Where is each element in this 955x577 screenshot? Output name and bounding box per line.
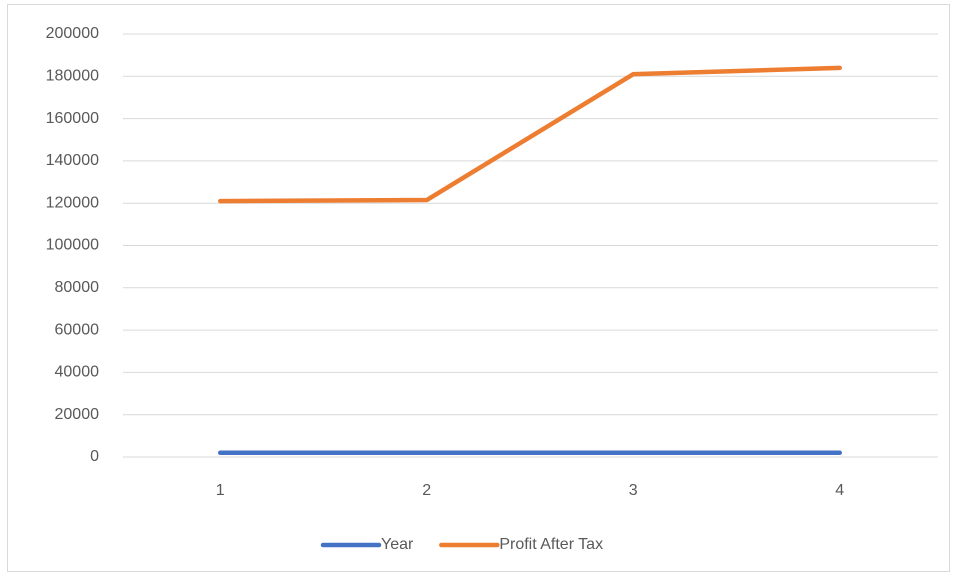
x-tick-label: 1 — [216, 482, 225, 499]
y-tick-label: 140000 — [46, 152, 99, 169]
y-tick-label: 40000 — [55, 364, 100, 381]
x-tick-label: 4 — [835, 482, 844, 499]
y-tick-label: 120000 — [46, 194, 99, 211]
y-tick-label: 60000 — [55, 321, 100, 338]
x-tick-label: 2 — [422, 482, 431, 499]
y-tick-label: 20000 — [55, 406, 100, 423]
legend-label: Year — [381, 536, 414, 553]
y-tick-label: 100000 — [46, 237, 99, 254]
x-tick-label: 3 — [629, 482, 638, 499]
y-tick-label: 200000 — [46, 25, 99, 42]
y-tick-label: 0 — [90, 448, 99, 465]
legend-label: Profit After Tax — [499, 536, 603, 553]
y-tick-label: 160000 — [46, 110, 99, 127]
y-tick-label: 80000 — [55, 279, 100, 296]
y-tick-label: 180000 — [46, 68, 99, 85]
series-line — [218, 65, 842, 204]
